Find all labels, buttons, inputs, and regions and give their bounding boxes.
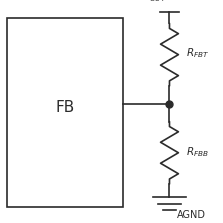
Bar bbox=[7, 18, 123, 207]
Text: FB: FB bbox=[55, 99, 74, 115]
Text: $V_{OUT}$: $V_{OUT}$ bbox=[142, 0, 167, 4]
Text: AGND: AGND bbox=[177, 210, 206, 219]
Text: $R_{FBT}$: $R_{FBT}$ bbox=[186, 47, 209, 60]
Text: $R_{FBB}$: $R_{FBB}$ bbox=[186, 145, 209, 159]
